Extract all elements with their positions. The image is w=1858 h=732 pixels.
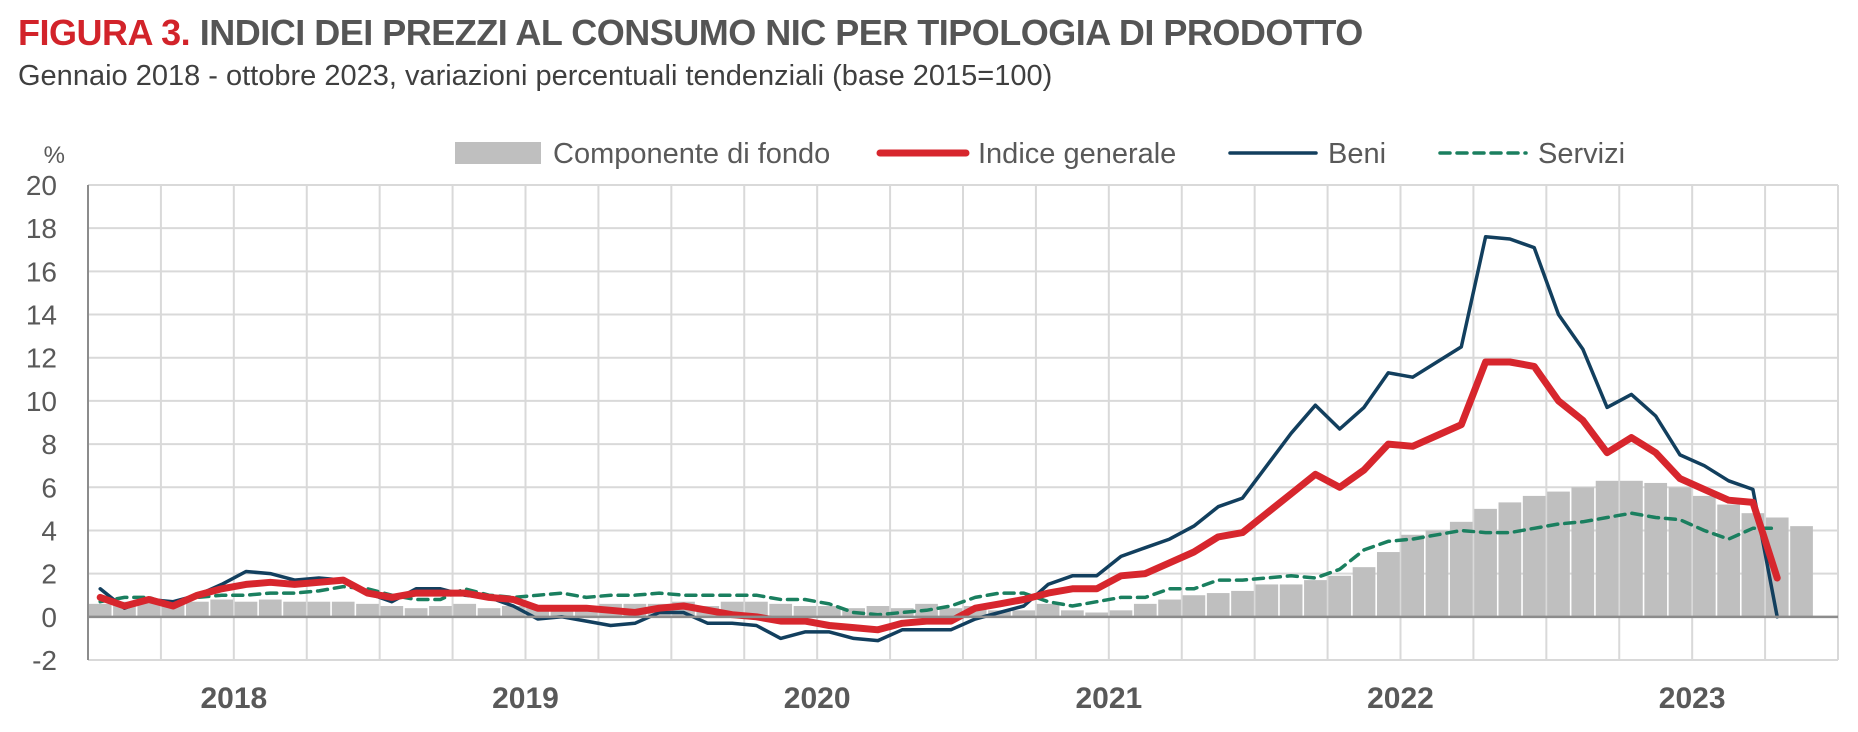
bar-componente-di-fondo bbox=[1692, 495, 1716, 617]
legend-label: Servizi bbox=[1538, 138, 1625, 170]
bar-componente-di-fondo bbox=[307, 601, 331, 617]
bar-componente-di-fondo bbox=[1644, 482, 1668, 617]
bar-componente-di-fondo bbox=[1231, 590, 1254, 617]
y-tick-label: 2 bbox=[41, 559, 57, 590]
servizi-line bbox=[98, 511, 1779, 617]
bar-componente-di-fondo bbox=[1376, 552, 1400, 617]
y-tick-label: 4 bbox=[41, 515, 57, 546]
bar-componente-di-fondo bbox=[866, 606, 890, 617]
bar-componente-di-fondo bbox=[88, 603, 112, 617]
x-year-label: 2022 bbox=[1367, 682, 1434, 715]
bar-componente-di-fondo bbox=[477, 608, 501, 617]
bar-componente-di-fondo bbox=[1498, 502, 1522, 617]
legend-label: Componente di fondo bbox=[553, 138, 830, 170]
y-axis-unit-label: % bbox=[44, 142, 65, 169]
bar-componente-di-fondo bbox=[1790, 526, 1813, 617]
bar-componente-di-fondo bbox=[404, 608, 428, 617]
bar-componente-di-fondo bbox=[356, 603, 379, 617]
y-tick-label: 8 bbox=[41, 429, 57, 460]
bar-componente-di-fondo bbox=[258, 599, 282, 617]
bar-componente-di-fondo bbox=[1547, 491, 1570, 617]
bar-componente-di-fondo bbox=[1109, 610, 1133, 617]
y-tick-label: 12 bbox=[26, 343, 57, 374]
title-text: INDICI DEI PREZZI AL CONSUMO NIC PER TIP… bbox=[199, 12, 1364, 53]
legend-servizi: Servizi bbox=[1438, 138, 1625, 170]
bar-componente-di-fondo bbox=[283, 601, 306, 617]
bar-componente-di-fondo bbox=[769, 603, 793, 617]
legend: Componente di fondo Indice generale Beni Se… bbox=[455, 138, 1625, 170]
bar-componente-di-fondo bbox=[1036, 603, 1060, 617]
bar-componente-di-fondo bbox=[1328, 575, 1352, 617]
bar-componente-di-fondo bbox=[501, 606, 525, 617]
bar-componente-di-fondo bbox=[1595, 480, 1619, 617]
x-year-label: 2020 bbox=[784, 682, 851, 715]
legend-label: Beni bbox=[1328, 138, 1386, 170]
indice-generale-line bbox=[96, 358, 1781, 634]
bar-componente-di-fondo bbox=[1620, 480, 1643, 617]
bar-componente-di-fondo bbox=[793, 606, 817, 617]
y-tick-label: 20 bbox=[26, 170, 57, 201]
bar-componente-di-fondo bbox=[939, 608, 963, 617]
legend-swatch bbox=[455, 142, 541, 164]
bar-componente-di-fondo bbox=[1085, 612, 1109, 617]
series-lines bbox=[96, 235, 1781, 643]
x-year-label: 2018 bbox=[200, 682, 267, 715]
bar-componente-di-fondo bbox=[1717, 504, 1740, 617]
bar-componente-di-fondo bbox=[1425, 530, 1449, 617]
bar-componente-di-fondo bbox=[380, 606, 404, 617]
bar-componente-di-fondo bbox=[1522, 495, 1546, 617]
legend-label: Indice generale bbox=[978, 138, 1176, 170]
grid bbox=[87, 184, 1839, 661]
bar-componente-di-fondo bbox=[1741, 513, 1765, 617]
bar-componente-di-fondo bbox=[429, 606, 452, 617]
bar-componente-di-fondo bbox=[1158, 599, 1181, 617]
bar-componente-di-fondo bbox=[453, 603, 477, 617]
y-tick-label: 0 bbox=[41, 602, 57, 633]
bar-componente-di-fondo bbox=[1255, 584, 1279, 617]
bar-componente-di-fondo bbox=[137, 601, 161, 617]
bar-componente-di-fondo bbox=[1401, 534, 1425, 617]
y-tick-label: 10 bbox=[26, 386, 57, 417]
bar-componente-di-fondo bbox=[234, 601, 258, 617]
componente-di-fondo-bars bbox=[88, 480, 1813, 617]
legend-beni: Beni bbox=[1228, 138, 1386, 170]
x-year-label: 2021 bbox=[1075, 682, 1142, 715]
legend-componente-di-fondo: Componente di fondo bbox=[455, 138, 830, 170]
bar-componente-di-fondo bbox=[186, 601, 209, 617]
chart-title: FIGURA 3. INDICI DEI PREZZI AL CONSUMO N… bbox=[18, 12, 1363, 54]
y-tick-label: 16 bbox=[26, 256, 57, 287]
bar-componente-di-fondo bbox=[1304, 580, 1327, 617]
bar-componente-di-fondo bbox=[817, 606, 841, 617]
y-tick-label: 18 bbox=[26, 213, 57, 244]
y-tick-label: -2 bbox=[32, 645, 57, 676]
bar-componente-di-fondo bbox=[1668, 487, 1692, 617]
bar-componente-di-fondo bbox=[1012, 610, 1036, 617]
bar-componente-di-fondo bbox=[1182, 595, 1206, 617]
bar-componente-di-fondo bbox=[1571, 487, 1595, 617]
bar-componente-di-fondo bbox=[210, 599, 234, 617]
legend-indice-generale: Indice generale bbox=[876, 138, 1176, 170]
axes: -2 0 2 4 6 8 10 12 14 16 18 20% 2018 2019 2020 2021 2022… bbox=[26, 142, 1838, 715]
bar-componente-di-fondo bbox=[890, 608, 914, 617]
bar-componente-di-fondo bbox=[1449, 521, 1473, 617]
bar-componente-di-fondo bbox=[1352, 567, 1376, 617]
bar-componente-di-fondo bbox=[331, 601, 355, 617]
bar-componente-di-fondo bbox=[1279, 584, 1303, 617]
figure-label: FIGURA 3. bbox=[18, 12, 191, 53]
y-tick-label: 14 bbox=[26, 300, 57, 331]
y-tick-label: 6 bbox=[41, 472, 57, 503]
chart-subtitle: Gennaio 2018 - ottobre 2023, variazioni … bbox=[18, 60, 1053, 92]
bar-componente-di-fondo bbox=[1133, 603, 1157, 617]
bar-componente-di-fondo bbox=[1474, 508, 1497, 617]
x-year-label: 2019 bbox=[492, 682, 559, 715]
x-year-label: 2023 bbox=[1659, 682, 1726, 715]
bar-componente-di-fondo bbox=[1206, 593, 1230, 617]
bar-componente-di-fondo bbox=[1061, 610, 1084, 617]
